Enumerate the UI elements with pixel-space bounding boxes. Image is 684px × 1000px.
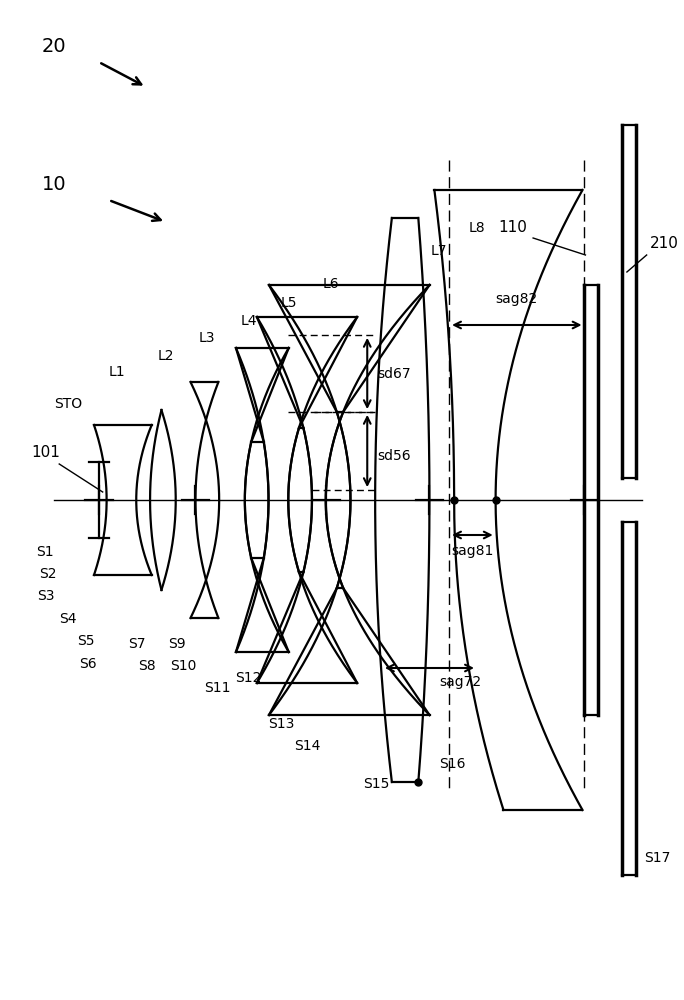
Text: STO: STO [54,397,83,411]
Text: 101: 101 [31,445,60,460]
Text: 20: 20 [42,37,66,56]
Text: L8: L8 [469,221,485,235]
Text: L3: L3 [199,331,215,345]
Text: S8: S8 [138,659,156,673]
Text: S14: S14 [294,739,321,753]
Text: S2: S2 [40,567,57,581]
Text: S15: S15 [363,777,390,791]
Text: 10: 10 [42,175,66,194]
Text: 110: 110 [499,220,527,235]
Text: S17: S17 [644,851,670,865]
Text: 210: 210 [650,236,679,251]
Text: S13: S13 [269,717,295,731]
Text: L7: L7 [431,244,447,258]
Text: S16: S16 [439,757,466,771]
Text: S4: S4 [60,612,77,626]
Text: S1: S1 [36,545,54,559]
Text: sag72: sag72 [439,675,482,689]
Text: sag82: sag82 [496,292,538,306]
Text: S11: S11 [205,681,231,695]
Text: S9: S9 [168,637,185,651]
Text: S7: S7 [129,637,146,651]
Text: sd56: sd56 [377,449,411,463]
Text: L6: L6 [322,277,339,291]
Text: S6: S6 [79,657,96,671]
Text: sd67: sd67 [377,366,411,380]
Text: S12: S12 [235,671,261,685]
Text: L5: L5 [281,296,298,310]
Text: L1: L1 [108,365,124,379]
Text: sag81: sag81 [451,544,494,558]
Text: S5: S5 [77,634,94,648]
Text: S10: S10 [170,659,196,673]
Text: S3: S3 [38,589,55,603]
Text: L4: L4 [241,314,257,328]
Text: L2: L2 [157,349,174,363]
